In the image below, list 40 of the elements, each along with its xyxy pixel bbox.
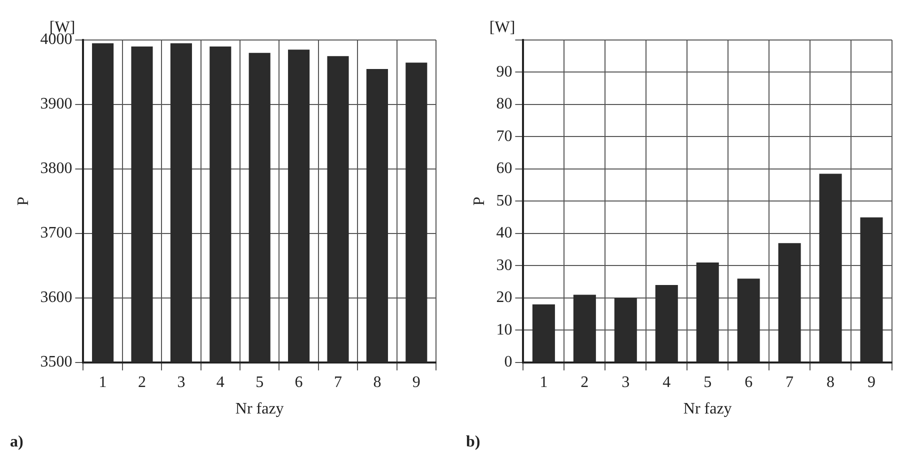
text: [W] — [489, 19, 516, 36]
y-tick-label: 3700 — [40, 224, 72, 242]
x-tick-label: 4 — [216, 374, 224, 392]
x-axis-title: Nr fazy — [235, 400, 284, 418]
x-axis-title: Nr fazy — [683, 400, 732, 418]
x-tick-label: 6 — [294, 374, 303, 392]
y-axis-title: P — [470, 196, 488, 206]
y-tick-label: 70 — [496, 128, 512, 145]
y-tick-label: 3600 — [40, 289, 72, 306]
y-tick-label: 90 — [496, 63, 512, 80]
x-tick-label: 9 — [868, 374, 876, 392]
y-tick-label: 50 — [496, 192, 512, 210]
x-tick-label: 2 — [138, 374, 146, 392]
y-tick-label: 3800 — [40, 160, 72, 178]
x-tick-label: 3 — [177, 374, 186, 392]
y-tick-label: 10 — [496, 321, 512, 338]
x-tick-label: 6 — [744, 374, 753, 392]
x-tick-label: 5 — [704, 374, 712, 392]
y-tick-label: 40 — [496, 224, 512, 242]
y-tick-label: 30 — [496, 256, 512, 274]
x-tick-label: 7 — [334, 374, 342, 392]
y-tick-label: 60 — [496, 160, 512, 178]
x-tick-label: 1 — [540, 374, 548, 392]
x-tick-label: 2 — [580, 374, 589, 392]
y-tick-label: 0 — [504, 354, 512, 371]
text: b) — [466, 434, 480, 451]
x-tick-label: 3 — [622, 374, 630, 392]
y-axis-title: P — [14, 196, 32, 206]
y-tick-label: 3500 — [40, 354, 72, 371]
x-tick-label: 5 — [256, 374, 264, 392]
y-tick-label: 80 — [496, 96, 512, 113]
x-tick-label: 8 — [826, 374, 835, 392]
x-tick-label: 9 — [412, 374, 420, 392]
x-tick-label: 7 — [786, 374, 794, 392]
x-tick-label: 1 — [98, 374, 107, 392]
x-tick-label: 4 — [662, 374, 671, 392]
text: a) — [10, 434, 24, 451]
x-tick-label: 8 — [373, 374, 382, 392]
y-tick-label: 20 — [496, 289, 512, 306]
y-tick-label: 3900 — [40, 96, 72, 113]
